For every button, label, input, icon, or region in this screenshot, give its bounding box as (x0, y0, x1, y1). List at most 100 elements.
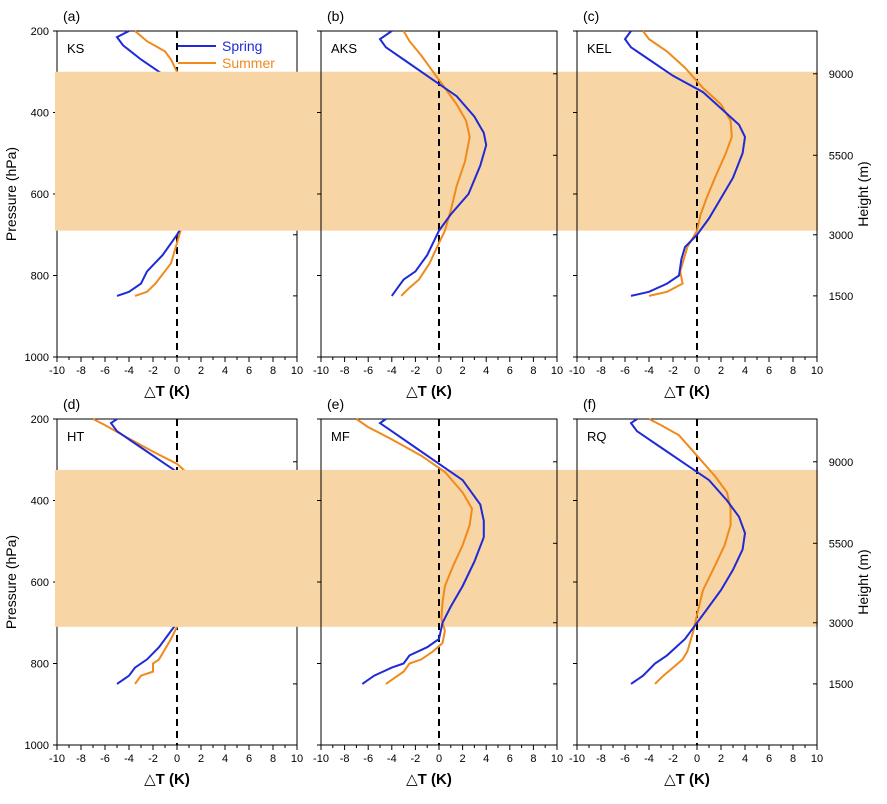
x-tick-label: 6 (246, 753, 252, 765)
x-tick-label: -10 (569, 365, 585, 377)
x-tick-label: 8 (790, 365, 796, 377)
shaded-band (55, 71, 818, 231)
y-tick-label: 1000 (25, 352, 49, 364)
x-tick-label: 4 (742, 753, 748, 765)
x-tick-label: -2 (148, 753, 158, 765)
shaded-band (55, 469, 818, 627)
x-tick-label: 10 (551, 365, 563, 377)
series-spring-line (361, 418, 485, 685)
station-label: HT (67, 429, 84, 444)
station-label: AKS (331, 41, 357, 56)
x-tick-label: -4 (387, 365, 397, 377)
height-tick-label: 3000 (829, 230, 853, 242)
x-tick-label: -6 (620, 753, 630, 765)
x-tick-label: 2 (718, 365, 724, 377)
x-tick-label: -4 (124, 753, 134, 765)
x-tick-label: 0 (694, 753, 700, 765)
y-tick-label: 400 (31, 108, 49, 120)
x-axis-title: △T (K) (144, 771, 190, 788)
y-axis-title: Pressure (hPa) (3, 535, 19, 629)
height-tick-label: 5500 (829, 150, 853, 162)
x-tick-label: 10 (291, 365, 303, 377)
height-axis-title: Height (m) (855, 549, 871, 614)
x-tick-label: 4 (483, 365, 489, 377)
y-axis-title: Pressure (hPa) (3, 147, 19, 241)
y-tick-label: 600 (31, 577, 49, 589)
y-tick-label: 200 (31, 26, 49, 38)
x-tick-label: 8 (790, 753, 796, 765)
x-tick-label: 6 (507, 365, 513, 377)
x-tick-label: 8 (270, 753, 276, 765)
x-tick-label: -6 (100, 365, 110, 377)
x-tick-label: -2 (668, 365, 678, 377)
x-tick-label: 0 (436, 365, 442, 377)
x-tick-label: -8 (340, 753, 350, 765)
x-tick-label: 4 (742, 365, 748, 377)
x-tick-label: 10 (291, 753, 303, 765)
x-tick-label: 10 (551, 753, 563, 765)
x-tick-label: 6 (246, 365, 252, 377)
x-axis-title: △T (K) (664, 383, 710, 400)
x-tick-label: 8 (270, 365, 276, 377)
panel-label: (d) (63, 396, 80, 412)
series-summer-line (642, 30, 733, 297)
series-spring-line (623, 30, 747, 297)
panel-mf: -10 -8 -6 -4 -2 0 2 4 6 8 10 △T (K) (e) MF (313, 396, 563, 788)
x-tick-label: 6 (507, 753, 513, 765)
x-tick-label: 10 (811, 365, 823, 377)
x-tick-label: -8 (596, 365, 606, 377)
height-tick-label: 3000 (829, 618, 853, 630)
panel-label: (f) (583, 396, 596, 412)
x-tick-label: 0 (174, 365, 180, 377)
height-tick-label: 5500 (829, 538, 853, 550)
panel-label: (b) (327, 8, 344, 24)
height-axis-title: Height (m) (855, 161, 871, 226)
panel-aks: -10 -8 -6 -4 -2 0 2 4 6 8 10 △T (K) (b) AKS (313, 8, 563, 400)
series-summer-line (400, 30, 471, 297)
x-tick-label: -10 (313, 753, 329, 765)
y-tick-label: 800 (31, 271, 49, 283)
x-tick-label: -2 (411, 365, 421, 377)
x-tick-label: 4 (222, 365, 228, 377)
y-tick-label: 600 (31, 189, 49, 201)
panel-rq: -10 -8 -6 -4 -2 0 2 4 6 8 10 △T (K) 9000 5500 3000 1500… (569, 396, 871, 788)
x-tick-label: 4 (222, 753, 228, 765)
series-summer-line (355, 418, 474, 685)
x-tick-label: 6 (766, 753, 772, 765)
y-tick-label: 400 (31, 496, 49, 508)
x-tick-label: 6 (766, 365, 772, 377)
height-tick-label: 9000 (829, 457, 853, 469)
x-tick-label: -8 (76, 753, 86, 765)
height-tick-label: 9000 (829, 69, 853, 81)
panel-label: (e) (327, 396, 344, 412)
x-tick-label: -8 (596, 753, 606, 765)
x-tick-label: 8 (530, 753, 536, 765)
legend-label: Summer (222, 55, 275, 71)
series-spring-line (629, 418, 747, 685)
legend-label: Spring (222, 38, 262, 54)
y-tick-label: 200 (31, 414, 49, 426)
x-tick-label: -6 (620, 365, 630, 377)
x-tick-label: 0 (174, 753, 180, 765)
panel-kel: -10 -8 -6 -4 -2 0 2 4 6 8 10 △T (K) 9000 5500 3000 1500… (569, 8, 871, 400)
x-tick-label: -6 (363, 753, 373, 765)
x-tick-label: -10 (313, 365, 329, 377)
x-tick-label: -6 (100, 753, 110, 765)
x-tick-label: 2 (460, 753, 466, 765)
panel-label: (a) (63, 8, 80, 24)
x-tick-label: 0 (436, 753, 442, 765)
x-axis-title: △T (K) (406, 383, 452, 400)
x-tick-label: 0 (694, 365, 700, 377)
station-label: MF (331, 429, 350, 444)
x-tick-label: 8 (530, 365, 536, 377)
height-tick-label: 1500 (829, 291, 853, 303)
station-label: RQ (587, 429, 607, 444)
x-tick-label: 4 (483, 753, 489, 765)
x-axis-title: △T (K) (144, 383, 190, 400)
x-tick-label: -4 (124, 365, 134, 377)
x-axis-title: △T (K) (406, 771, 452, 788)
x-tick-label: 10 (811, 753, 823, 765)
x-tick-label: -2 (668, 753, 678, 765)
